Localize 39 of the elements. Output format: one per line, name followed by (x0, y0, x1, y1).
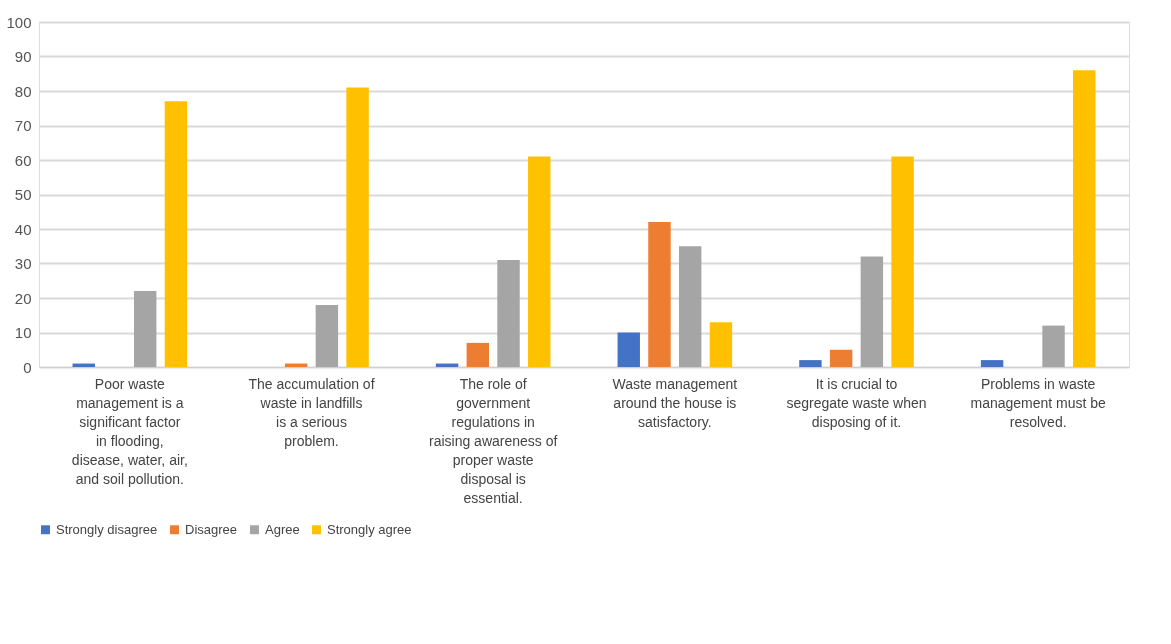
legend-label: Strongly disagree (56, 521, 158, 537)
bar (315, 304, 339, 367)
y-tick-label: 20 (14, 289, 32, 307)
bar (497, 260, 520, 367)
x-tick-label: It is crucial to segregate waste when disposing of it. (786, 375, 927, 430)
bar (1042, 325, 1065, 367)
bar (466, 342, 490, 367)
bar (617, 332, 640, 367)
bar (164, 101, 188, 367)
y-tick-label: 40 (14, 220, 32, 238)
y-tick-label: 70 (14, 117, 32, 134)
bar (891, 156, 914, 367)
bar (709, 322, 733, 367)
bar (648, 222, 671, 367)
x-tick-label: Problems in waste management must be resolved. (970, 375, 1107, 430)
x-tick-label: Waste management around the house is satisfactory. (612, 375, 738, 430)
y-tick-label: 90 (14, 48, 32, 65)
y-tick-label: 100 (6, 13, 32, 31)
y-tick-label: 60 (14, 151, 32, 169)
bar (346, 87, 369, 367)
y-tick-label: 80 (14, 82, 32, 100)
bar (133, 291, 157, 367)
bar (1073, 70, 1096, 367)
bar (799, 360, 822, 367)
x-tick-label: The accumulation of waste in landfills is a serious problem. (248, 375, 375, 449)
y-tick-label: 30 (14, 255, 32, 272)
x-tick-label: Poor waste management is a significant factor in flooding, disease, water, air, and soil pollution. (71, 375, 188, 487)
legend-label: Strongly agree (327, 521, 412, 537)
bar (829, 349, 853, 367)
y-tick-label: 50 (14, 186, 32, 203)
bar (528, 156, 551, 367)
legend-label: Agree (265, 521, 300, 537)
y-tick-label: 10 (14, 324, 32, 341)
bar (980, 360, 1004, 367)
x-tick-label: The role of government regulations in raising awareness of proper waste disposal is essential. (428, 375, 558, 506)
bar (860, 256, 884, 367)
legend-label: Disagree (185, 521, 238, 537)
y-tick-label: 0 (23, 358, 32, 376)
bar (678, 246, 702, 367)
